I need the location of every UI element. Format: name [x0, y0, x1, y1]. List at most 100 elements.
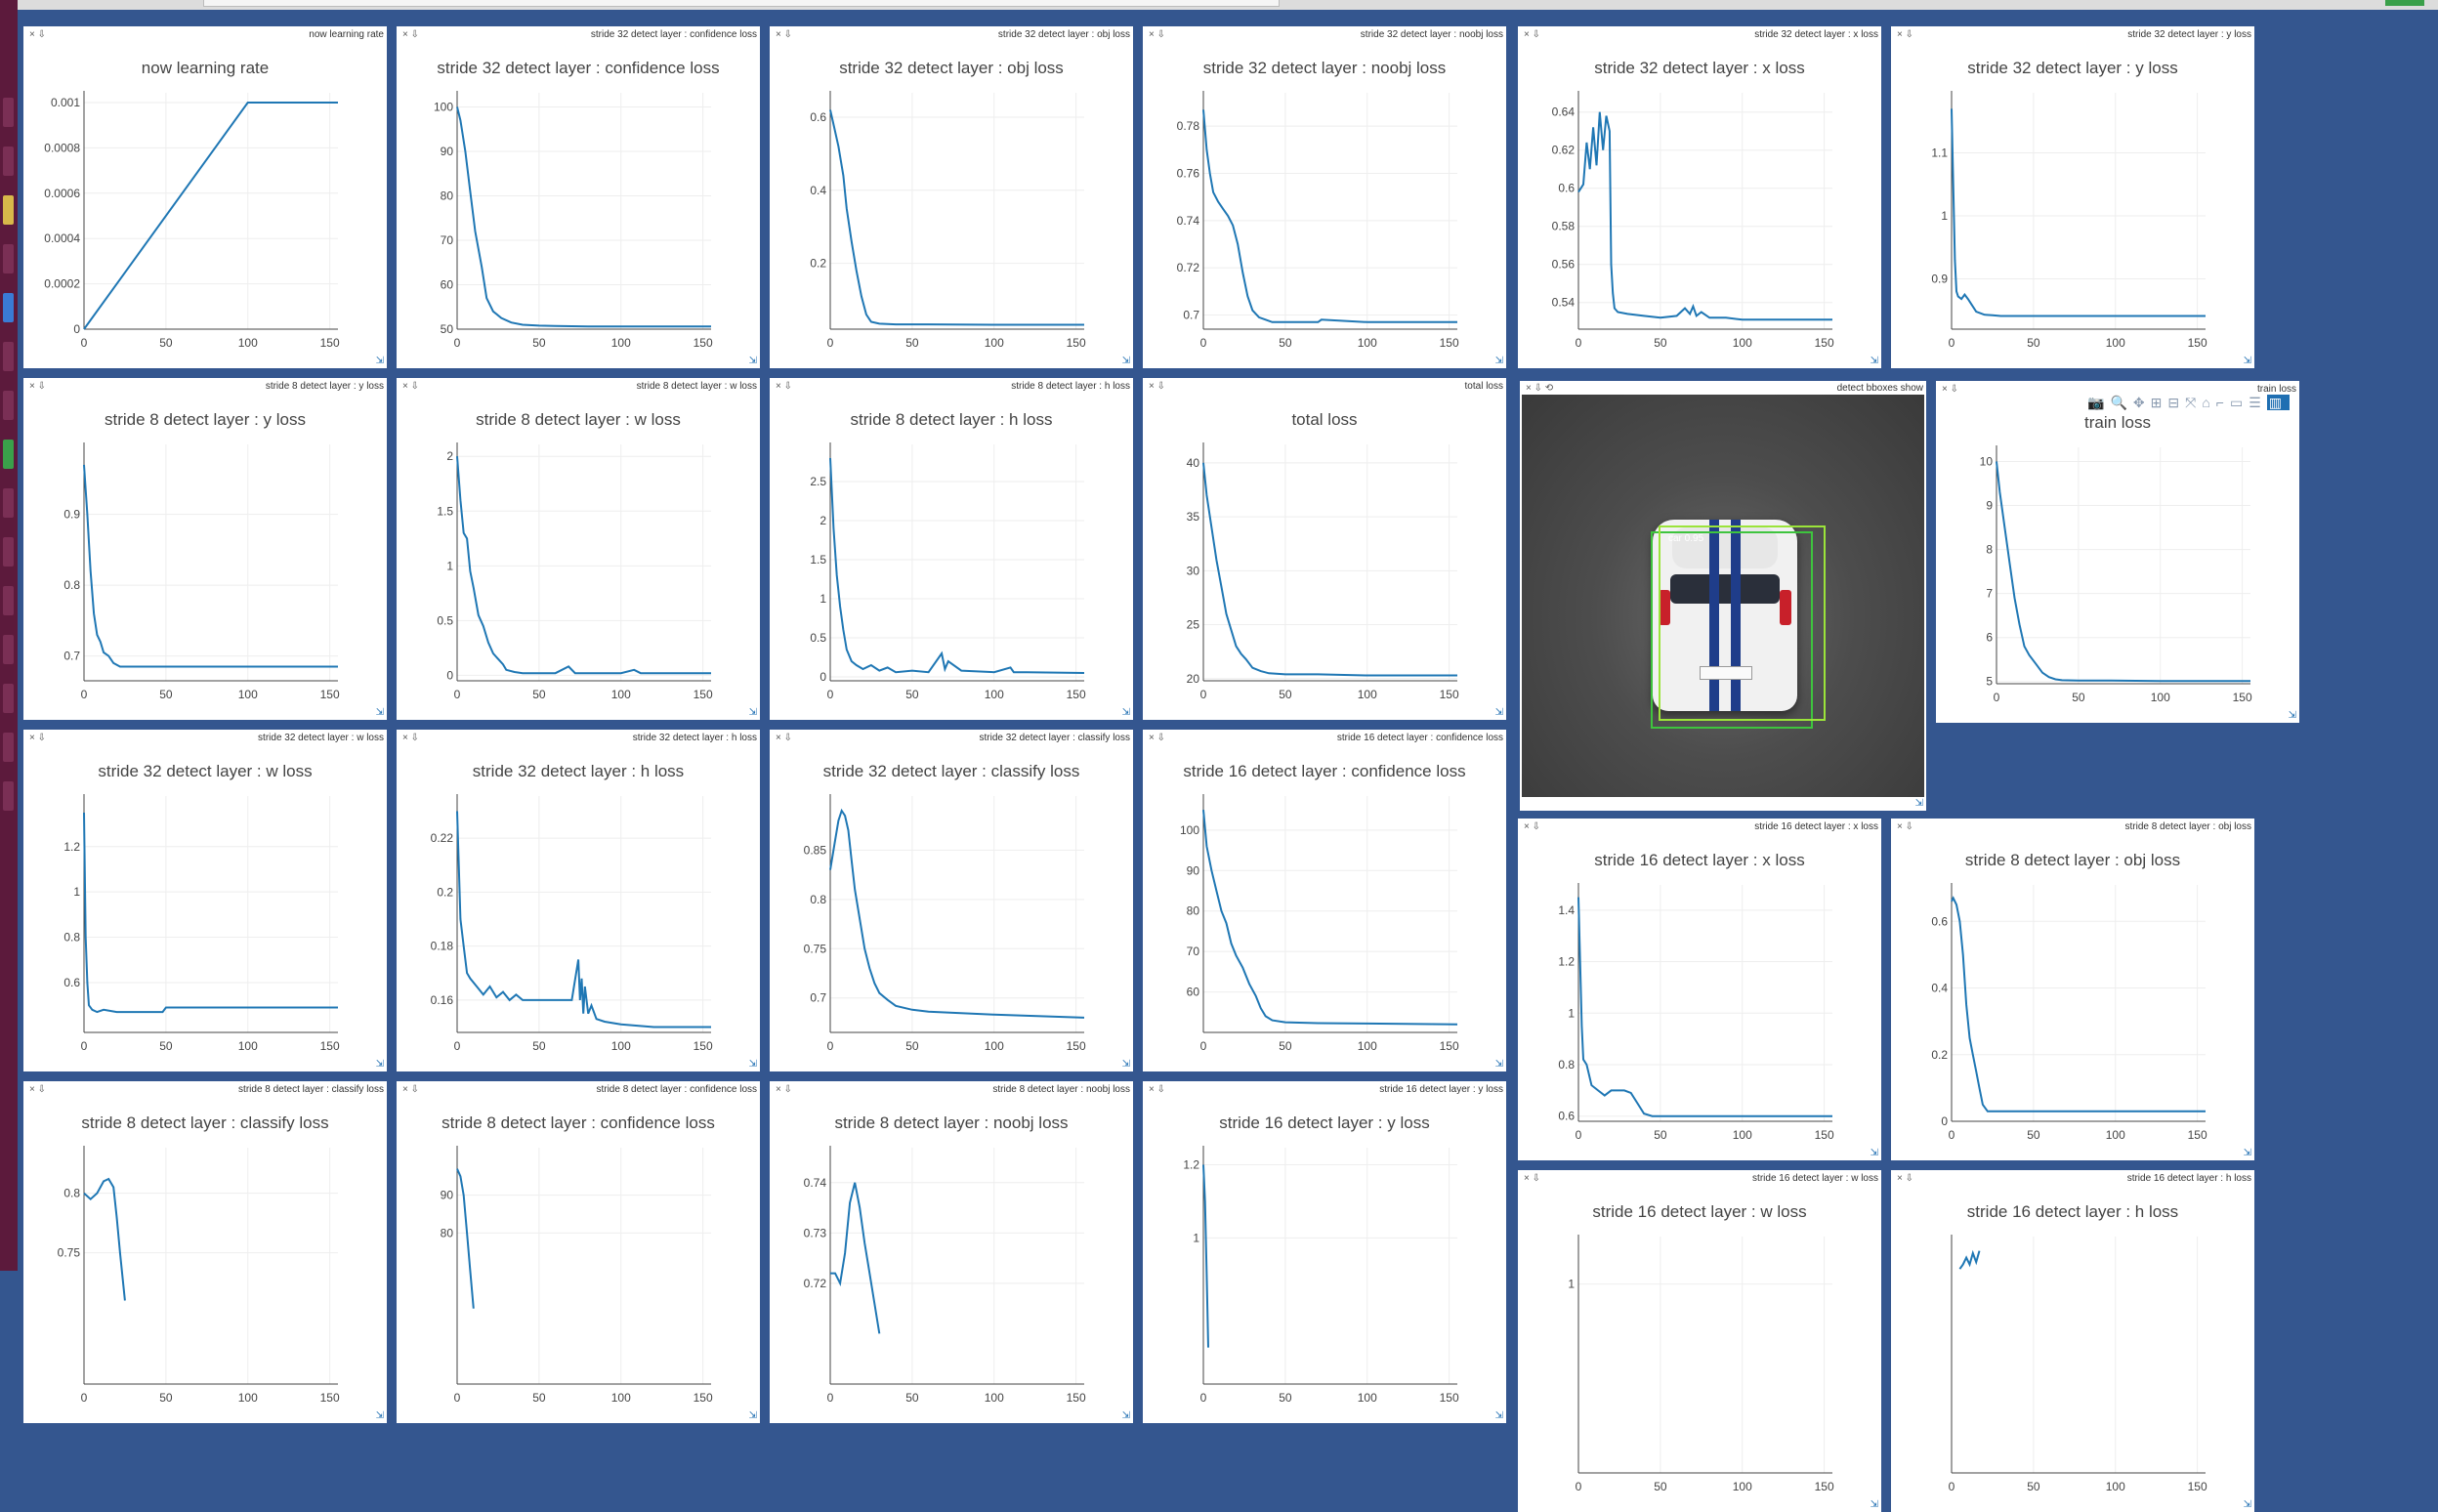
- plot-panel: × ⇩ stride 16 detect layer : y loss stride…: [1143, 1081, 1506, 1423]
- resize-handle-icon[interactable]: ⇲: [375, 1059, 384, 1070]
- chart-title: stride 8 detect layer : obj loss: [1965, 851, 2180, 869]
- resize-handle-icon[interactable]: ⇲: [1121, 1059, 1130, 1070]
- resize-handle-icon[interactable]: ⇲: [1494, 356, 1503, 366]
- panel-controls[interactable]: × ⇩: [1149, 733, 1165, 743]
- y-tick-label: 25: [1187, 618, 1200, 632]
- panel-controls[interactable]: × ⇩: [1149, 1084, 1165, 1095]
- resize-handle-icon[interactable]: ⇲: [1870, 1148, 1878, 1158]
- panel-window-title: stride 16 detect layer : w loss: [1752, 1173, 1878, 1184]
- y-tick-label: 0.2: [1931, 1048, 1948, 1062]
- panel-controls[interactable]: × ⇩: [776, 29, 792, 40]
- launcher-app-icon[interactable]: [3, 147, 14, 176]
- panel-controls[interactable]: × ⇩ ⟲: [1526, 383, 1554, 394]
- panel-controls[interactable]: × ⇩: [1942, 384, 1958, 395]
- plotly-icon[interactable]: ▥: [2266, 395, 2290, 410]
- resize-handle-icon[interactable]: ⇲: [748, 1059, 757, 1070]
- panel-controls[interactable]: × ⇩: [1524, 29, 1540, 40]
- x-tick-label: 0: [81, 1391, 88, 1405]
- resize-handle-icon[interactable]: ⇲: [1870, 356, 1878, 366]
- panel-controls[interactable]: × ⇩: [776, 733, 792, 743]
- resize-handle-icon[interactable]: ⇲: [748, 707, 757, 718]
- save-button[interactable]: [2385, 0, 2424, 6]
- launcher-app-icon[interactable]: [3, 733, 14, 762]
- loss-chart: stride 8 detect layer : confidence loss 0…: [441, 1113, 715, 1405]
- panel-controls[interactable]: × ⇩: [402, 381, 419, 392]
- resize-handle-icon[interactable]: ⇲: [375, 707, 384, 718]
- resize-handle-icon[interactable]: ⇲: [375, 356, 384, 366]
- resize-handle-icon[interactable]: ⇲: [1494, 1059, 1503, 1070]
- loss-series-line: [1996, 461, 2250, 683]
- resize-handle-icon[interactable]: ⇲: [1121, 356, 1130, 366]
- zoom-out-icon[interactable]: ⊟: [2167, 395, 2186, 410]
- resize-handle-icon[interactable]: ⇲: [1121, 707, 1130, 718]
- launcher-app-icon[interactable]: [3, 293, 14, 322]
- resize-handle-icon[interactable]: ⇲: [1121, 1410, 1130, 1421]
- launcher-app-icon[interactable]: [3, 635, 14, 664]
- y-tick-label: 0.6: [63, 976, 80, 989]
- launcher-app-icon[interactable]: [3, 342, 14, 371]
- panel-controls[interactable]: × ⇩: [1524, 821, 1540, 832]
- panel-controls[interactable]: × ⇩: [29, 29, 46, 40]
- x-tick-label: 100: [1733, 336, 1752, 350]
- panel-controls[interactable]: × ⇩: [1149, 29, 1165, 40]
- zoom-icon[interactable]: 🔍: [2110, 395, 2133, 410]
- launcher-app-icon[interactable]: [3, 684, 14, 713]
- launcher-app-icon[interactable]: [3, 586, 14, 615]
- resize-handle-icon[interactable]: ⇲: [2243, 1499, 2251, 1510]
- panel-controls[interactable]: × ⇩: [29, 733, 46, 743]
- plot-panel: × ⇩ stride 32 detect layer : confidence l…: [397, 26, 760, 368]
- panel-controls[interactable]: × ⇩: [402, 733, 419, 743]
- panel-controls[interactable]: × ⇩: [402, 29, 419, 40]
- panel-controls[interactable]: × ⇩: [776, 381, 792, 392]
- camera-icon[interactable]: 📷: [2087, 395, 2111, 410]
- panel-controls[interactable]: × ⇩: [402, 1084, 419, 1095]
- launcher-app-icon[interactable]: [3, 537, 14, 567]
- panel-controls[interactable]: × ⇩: [1897, 821, 1913, 832]
- hover-compare-icon[interactable]: ☰: [2249, 395, 2267, 410]
- resize-handle-icon[interactable]: ⇲: [1914, 798, 1923, 809]
- launcher-app-icon[interactable]: [3, 488, 14, 518]
- resize-handle-icon[interactable]: ⇲: [748, 356, 757, 366]
- launcher-app-icon[interactable]: [3, 244, 14, 273]
- y-tick-label: 0.78: [1177, 119, 1200, 133]
- resize-handle-icon[interactable]: ⇲: [2288, 710, 2296, 721]
- y-tick-label: 1.5: [437, 504, 453, 518]
- y-tick-label: 0.2: [437, 885, 453, 899]
- top-toolbar: [18, 0, 2438, 10]
- panel-controls[interactable]: × ⇩: [29, 381, 46, 392]
- resize-handle-icon[interactable]: ⇲: [2243, 356, 2251, 366]
- resize-handle-icon[interactable]: ⇲: [375, 1410, 384, 1421]
- launcher-app-icon[interactable]: [3, 195, 14, 225]
- chart-title: stride 8 detect layer : confidence loss: [441, 1113, 715, 1132]
- home-icon[interactable]: ⌂: [2202, 395, 2216, 410]
- panel-controls[interactable]: × ⇩: [1897, 29, 1913, 40]
- pan-icon[interactable]: ✥: [2132, 395, 2151, 410]
- autoscale-icon[interactable]: ⤧: [2185, 395, 2203, 410]
- hover-closest-icon[interactable]: ▭: [2229, 395, 2249, 410]
- resize-handle-icon[interactable]: ⇲: [2243, 1148, 2251, 1158]
- resize-handle-icon[interactable]: ⇲: [1494, 1410, 1503, 1421]
- resize-handle-icon[interactable]: ⇲: [748, 1410, 757, 1421]
- panel-window-title: detect bboxes show: [1836, 383, 1923, 394]
- zoom-in-icon[interactable]: ⊞: [2150, 395, 2168, 410]
- panel-controls[interactable]: × ⇩: [1524, 1173, 1540, 1184]
- plot-modebar[interactable]: 📷🔍✥⊞⊟⤧⌂⌐▭☰ ▥: [2087, 395, 2290, 411]
- panel-controls[interactable]: × ⇩: [1149, 381, 1165, 392]
- panel-controls[interactable]: × ⇩: [1897, 1173, 1913, 1184]
- chart-title: stride 8 detect layer : w loss: [476, 410, 681, 429]
- spike-icon[interactable]: ⌐: [2215, 395, 2230, 410]
- panel-controls[interactable]: × ⇩: [776, 1084, 792, 1095]
- y-tick-label: 0.5: [810, 631, 826, 645]
- launcher-app-icon[interactable]: [3, 391, 14, 420]
- launcher-app-icon[interactable]: [3, 781, 14, 811]
- environment-field[interactable]: [203, 0, 1280, 7]
- loss-chart: stride 8 detect layer : y loss 0 50 100 150 0…: [63, 410, 340, 701]
- x-tick-label: 150: [1440, 1391, 1459, 1405]
- resize-handle-icon[interactable]: ⇲: [1870, 1499, 1878, 1510]
- x-tick-label: 100: [611, 1039, 631, 1053]
- launcher-app-icon[interactable]: [3, 98, 14, 127]
- panel-controls[interactable]: × ⇩: [29, 1084, 46, 1095]
- resize-handle-icon[interactable]: ⇲: [1494, 707, 1503, 718]
- x-tick-label: 150: [320, 336, 340, 350]
- launcher-app-icon[interactable]: [3, 440, 14, 469]
